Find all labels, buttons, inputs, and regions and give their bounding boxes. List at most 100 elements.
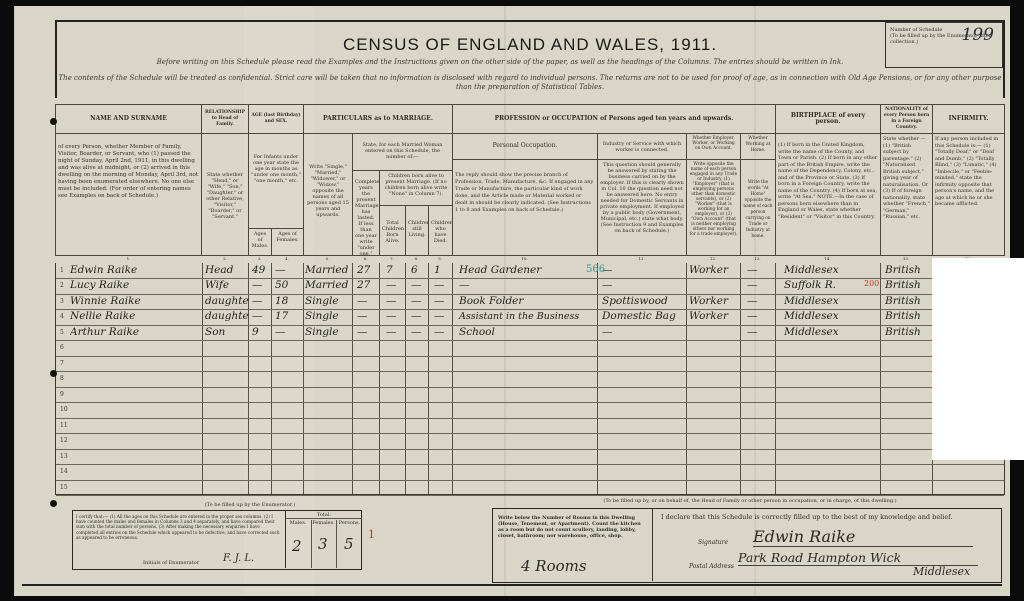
postal-address: Park Road Hampton Wick [738, 550, 978, 566]
binding-hole [50, 118, 57, 125]
header-employer-desc: Write opposite the name of each person e… [686, 159, 741, 256]
column-divider [775, 263, 776, 494]
column-number: 3. [257, 256, 262, 261]
row-number: 4 [60, 313, 64, 321]
column-number: 10. [521, 256, 528, 261]
females-total: 3 [318, 535, 328, 553]
cell-employment: Worker [689, 310, 729, 323]
cell-nationality: British [885, 294, 921, 307]
cell-age-male: 49 [252, 264, 266, 276]
table-row: 4 [56, 309, 1004, 326]
cell-total: 7 [386, 264, 393, 276]
schedule-number-note: (To be filled up by the Enumerator after… [890, 33, 992, 45]
cell-employment: Worker [689, 294, 729, 307]
cell-years: — [357, 325, 368, 338]
schedule-number-label: Number of Schedule [890, 27, 943, 33]
occupation-code: 566 [586, 264, 606, 275]
cell-relationship: daughter [205, 294, 249, 307]
row-number: 2 [60, 282, 64, 290]
table-row: 9 [56, 387, 1004, 404]
cell-years: — [357, 310, 368, 323]
cell-years: 27 [357, 279, 371, 292]
header-industry: Industry or Service with which worker is… [597, 133, 687, 160]
occupier-box: Write below the Number of Rooms in this … [492, 508, 1002, 583]
table-row: 2 [56, 278, 1004, 295]
header-married-woman: State, for each Married Woman entered on… [352, 133, 453, 171]
cell-birthplace: Middlesex [784, 310, 839, 323]
cell-relationship: Wife [205, 279, 230, 292]
column-divider [352, 263, 353, 494]
column-number: 4. [285, 256, 289, 261]
occupier-heading: (To be filled up by, or on behalf of, th… [603, 498, 897, 504]
schedule-frame [55, 20, 1005, 98]
row-number: 13 [60, 452, 68, 460]
header-children-living: Children still Living. [405, 205, 429, 256]
row-number: 6 [60, 344, 64, 352]
column-divider [428, 263, 429, 494]
header-marriage: PARTICULARS as to MARRIAGE. [303, 104, 453, 134]
cell-years: 27 [357, 264, 371, 276]
cell-age-female: 18 [275, 294, 289, 307]
header-age: AGE (last Birthday) and SEX. [248, 104, 304, 134]
enumerator-certification: I certify that:— (1) All the ages on thi… [76, 514, 280, 540]
persons-total: 5 [344, 535, 354, 553]
column-number: 6. [363, 256, 368, 261]
cell-name: Winnie Raike [70, 294, 141, 307]
cell-total: — [386, 294, 397, 307]
cell-occupation: Book Folder [459, 294, 524, 307]
cell-died: — [434, 310, 445, 323]
cell-at-home: — [747, 325, 758, 338]
column-divider [379, 263, 380, 494]
cell-occupation: Assistant in the Business [459, 311, 580, 323]
bottom-rule [22, 584, 1002, 586]
header-relationship-desc: State whether "Head," or "Wife," "Son," … [201, 133, 249, 256]
table-row: 11 [56, 418, 1004, 435]
cell-total: — [386, 279, 397, 292]
header-at-home: Whether Working at Home. [740, 133, 776, 160]
column-number: 14. [824, 256, 831, 261]
cell-occupation: Head Gardener [459, 264, 542, 276]
confidential-notice: The contents of the Schedule will be tre… [58, 74, 1002, 91]
cell-total: — [386, 325, 397, 338]
cell-died: — [434, 294, 445, 307]
row-number: 11 [60, 421, 68, 429]
signature-label: Signature [698, 539, 729, 546]
cell-died: — [434, 279, 445, 292]
head-signature: Edwin Raike [753, 527, 973, 547]
cell-total: — [386, 310, 397, 323]
cell-occupation: School [459, 325, 495, 338]
cell-at-home: — [747, 294, 758, 307]
column-number: 1. [126, 256, 131, 261]
column-divider [303, 263, 304, 494]
number-of-rooms: 4 Rooms [521, 557, 587, 575]
column-number: 11. [638, 256, 645, 261]
table-row: 10 [56, 402, 1004, 419]
cell-at-home: — [747, 310, 758, 323]
column-divider [202, 263, 203, 494]
cell-industry: Domestic Bag [602, 310, 676, 323]
enumerator-initials-label: Initials of Enumerator [143, 560, 200, 566]
males-total: 2 [292, 537, 302, 555]
header-age-females: Ages of Females. [271, 228, 304, 256]
total-label: Total. [286, 512, 362, 519]
row-number: 14 [60, 468, 68, 476]
header-total-children: Total Children Born Alive. [379, 205, 406, 256]
column-number: 12. [709, 256, 717, 261]
header-name: NAME AND SURNAME [55, 104, 202, 134]
column-divider [271, 263, 272, 494]
column-divider [405, 263, 406, 494]
cell-relationship: daughter [205, 310, 249, 323]
table-row: 3 [56, 294, 1004, 311]
cell-birthplace: Middlesex [784, 264, 839, 276]
cell-marriage: Single [305, 294, 339, 307]
header-relationship: RELATIONSHIP to Head of Family. [201, 104, 249, 134]
cell-age-male: — [252, 310, 263, 323]
column-number: 13. [754, 256, 761, 261]
table-row: 7 [56, 356, 1004, 373]
header-birthplace-desc: (1) If born in the United Kingdom, write… [775, 133, 881, 256]
cell-name: Nellie Raike [70, 310, 136, 323]
header-marriage-desc: Write "Single," "Married," "Widower," or… [303, 133, 353, 256]
row-number: 1 [60, 267, 64, 274]
header-personal-occupation-desc: The reply should show the precise branch… [452, 159, 598, 256]
header-age-males: Ages of Males. [248, 228, 272, 256]
